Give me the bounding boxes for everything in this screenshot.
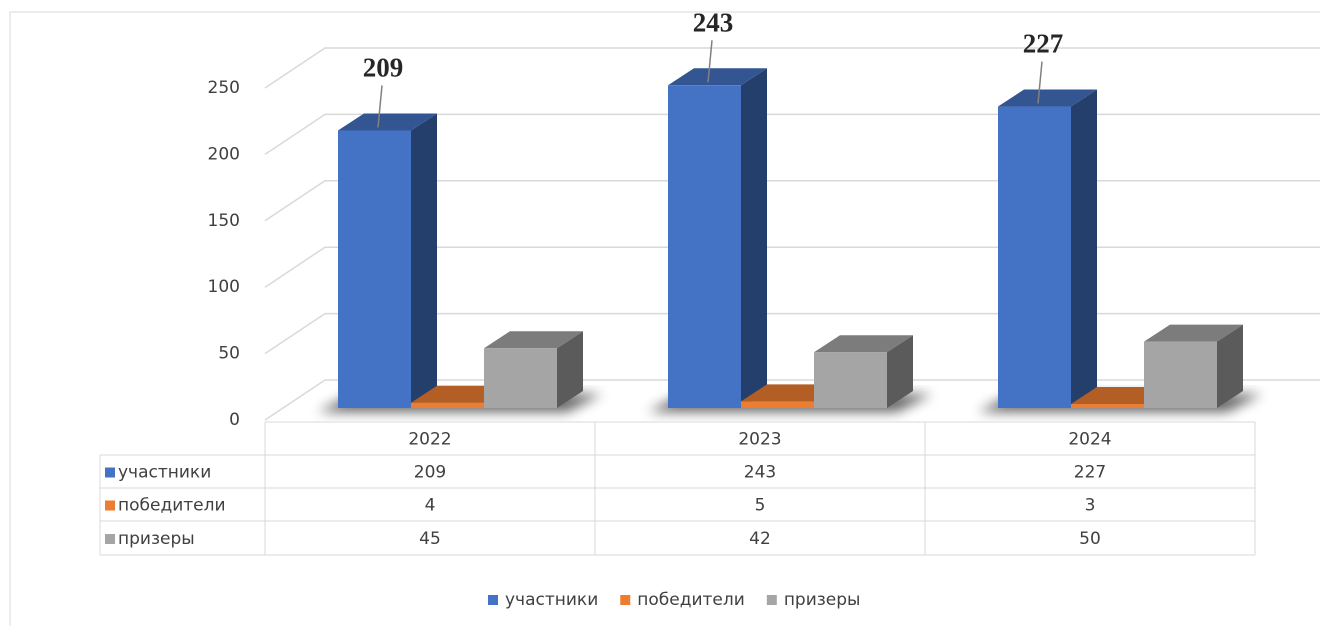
table-cell: 243 — [744, 463, 776, 483]
leader-line — [707, 40, 713, 83]
bar-side — [1071, 89, 1097, 408]
x-tick-label: 2023 — [738, 430, 781, 450]
table-cell: 4 — [425, 496, 436, 516]
legend-label: участники — [505, 590, 598, 610]
bar — [1144, 341, 1217, 408]
bar-side — [411, 113, 437, 408]
data-label: 209 — [363, 53, 404, 83]
leader-line — [1037, 61, 1043, 104]
y-tick-label: 100 — [208, 277, 240, 297]
table-row-label: победители — [118, 496, 226, 516]
table-cell: 3 — [1085, 496, 1096, 516]
bar — [411, 402, 484, 408]
legend-key — [488, 595, 498, 605]
y-tick-label: 0 — [229, 410, 240, 430]
table-cell: 42 — [749, 529, 771, 549]
bar-top — [484, 331, 583, 349]
table-cell: 45 — [419, 529, 441, 549]
bar-top — [998, 89, 1097, 107]
table-legend-key — [105, 467, 115, 478]
legend-key — [766, 595, 777, 605]
data-label: 227 — [1023, 29, 1064, 59]
table-cell: 227 — [1074, 463, 1106, 483]
table-row-label: призеры — [118, 529, 195, 549]
legend-key — [620, 595, 631, 605]
bar — [668, 85, 741, 409]
data-label: 243 — [693, 7, 734, 37]
bar — [1071, 404, 1144, 408]
x-tick-label: 2024 — [1068, 430, 1111, 450]
bar-top — [814, 335, 913, 353]
bar — [741, 401, 814, 408]
bar-side — [557, 331, 583, 408]
chart-frame — [9, 11, 1320, 626]
bar-top — [1144, 324, 1243, 342]
grid-line — [264, 312, 1320, 355]
grid-line — [264, 47, 1320, 89]
leader-line — [377, 85, 383, 128]
table-cell: 50 — [1079, 529, 1101, 549]
y-tick-label: 250 — [208, 78, 240, 98]
table-legend-key — [105, 500, 115, 511]
bar-side — [1217, 324, 1243, 408]
legend-label: призеры — [784, 590, 861, 610]
x-tick-label: 2022 — [408, 430, 451, 450]
y-tick-label: 50 — [218, 344, 240, 364]
grid-line — [264, 180, 1320, 222]
y-tick-label: 150 — [208, 211, 240, 231]
grid-line — [264, 113, 1320, 156]
bar — [998, 106, 1071, 408]
bar-top — [338, 113, 437, 131]
bar-side — [741, 68, 767, 409]
y-tick-label: 200 — [208, 144, 240, 164]
table-row-label: участники — [118, 463, 211, 483]
table-cell: 5 — [755, 496, 766, 516]
bar-top — [668, 68, 767, 86]
grid-line — [264, 379, 1320, 421]
bar — [484, 348, 557, 408]
bar — [814, 352, 887, 408]
bar-side — [887, 335, 913, 408]
grid-line — [264, 246, 1320, 288]
table-cell: 209 — [414, 463, 446, 483]
table-legend-key — [105, 534, 115, 544]
legend-label: победители — [637, 590, 745, 610]
bar — [338, 130, 411, 408]
